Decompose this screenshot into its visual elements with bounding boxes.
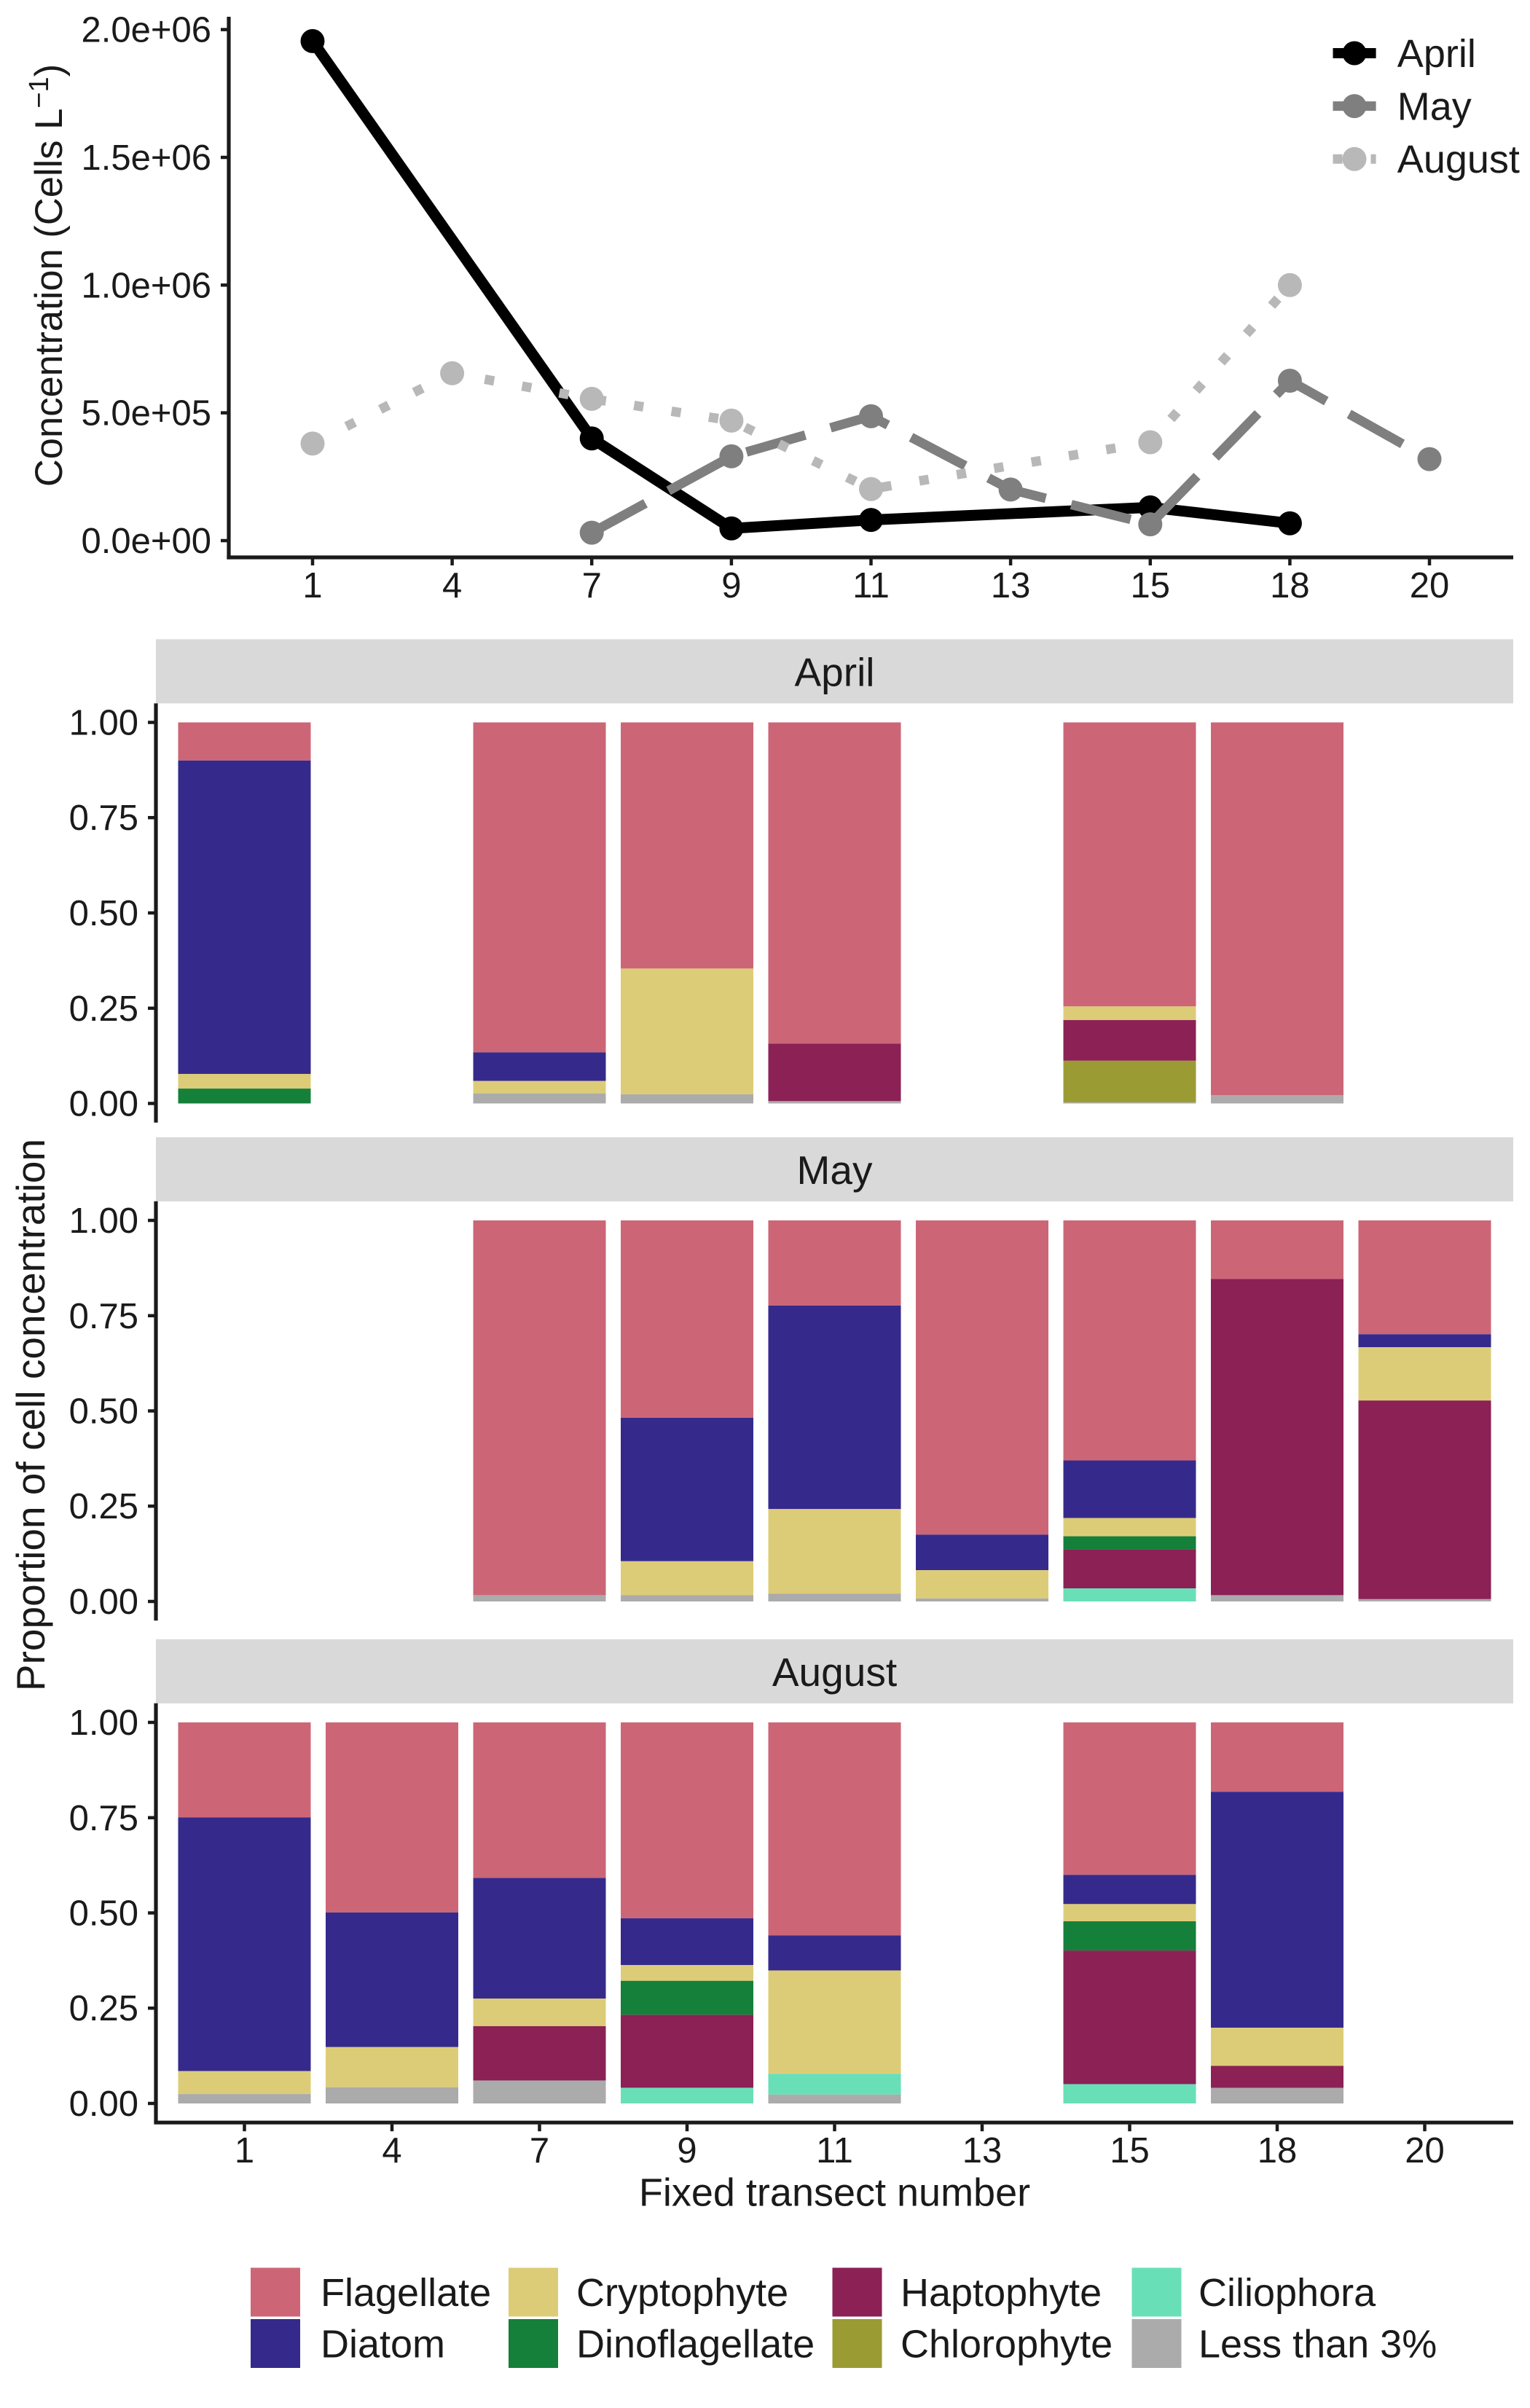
svg-text:2.0e+06: 2.0e+06 [82, 11, 212, 50]
svg-text:0.75: 0.75 [69, 799, 138, 838]
svg-text:1.00: 1.00 [69, 1201, 138, 1241]
svg-text:0.50: 0.50 [69, 1894, 138, 1934]
svg-text:August: August [1397, 138, 1520, 181]
svg-text:0.25: 0.25 [69, 989, 138, 1029]
svg-text:0.25: 0.25 [69, 1989, 138, 2028]
svg-text:April: April [794, 649, 874, 694]
svg-text:18: 18 [1258, 2131, 1298, 2170]
svg-text:1: 1 [302, 566, 322, 605]
svg-text:0.00: 0.00 [69, 1085, 138, 1124]
svg-text:0.75: 0.75 [69, 1799, 138, 1838]
svg-text:April: April [1397, 32, 1476, 76]
svg-text:Ciliophora: Ciliophora [1198, 2271, 1376, 2315]
svg-text:0.50: 0.50 [69, 1392, 138, 1432]
svg-text:0.25: 0.25 [69, 1487, 138, 1526]
svg-text:Concentration (Cells L−1): Concentration (Cells L−1) [24, 64, 71, 487]
svg-text:4: 4 [382, 2131, 401, 2170]
svg-text:Proportion of cell concentrati: Proportion of cell concentration [8, 1139, 53, 1691]
svg-text:11: 11 [816, 2131, 853, 2170]
svg-text:7: 7 [582, 566, 602, 605]
svg-text:Dinoflagellate: Dinoflagellate [576, 2323, 815, 2366]
svg-text:13: 13 [991, 566, 1031, 605]
svg-text:13: 13 [962, 2131, 1003, 2170]
svg-text:4: 4 [442, 566, 462, 605]
svg-text:20: 20 [1410, 566, 1450, 605]
svg-text:0.00: 0.00 [69, 1583, 138, 1622]
svg-text:0.50: 0.50 [69, 894, 138, 933]
svg-text:7: 7 [530, 2131, 549, 2170]
svg-text:1.00: 1.00 [69, 1703, 138, 1743]
svg-text:0.75: 0.75 [69, 1297, 138, 1336]
svg-text:15: 15 [1131, 566, 1171, 605]
svg-text:Chlorophyte: Chlorophyte [901, 2323, 1113, 2366]
svg-text:0.0e+00: 0.0e+00 [82, 522, 212, 561]
svg-text:Haptophyte: Haptophyte [901, 2271, 1102, 2315]
svg-text:15: 15 [1110, 2131, 1150, 2170]
svg-text:9: 9 [721, 566, 741, 605]
svg-text:Cryptophyte: Cryptophyte [576, 2271, 788, 2315]
svg-text:August: August [772, 1650, 897, 1695]
svg-text:1.0e+06: 1.0e+06 [82, 266, 212, 305]
svg-text:Less than 3%: Less than 3% [1198, 2323, 1437, 2366]
svg-text:0.00: 0.00 [69, 2085, 138, 2124]
svg-text:1.5e+06: 1.5e+06 [82, 138, 212, 178]
svg-text:Flagellate: Flagellate [321, 2271, 491, 2315]
svg-text:May: May [797, 1148, 873, 1193]
svg-text:1.00: 1.00 [69, 704, 138, 743]
svg-text:Diatom: Diatom [321, 2323, 445, 2366]
svg-text:Fixed transect number: Fixed transect number [639, 2171, 1030, 2215]
svg-text:9: 9 [677, 2131, 697, 2170]
svg-text:5.0e+05: 5.0e+05 [82, 394, 212, 434]
svg-text:1: 1 [235, 2131, 254, 2170]
svg-text:18: 18 [1270, 566, 1310, 605]
svg-text:May: May [1397, 85, 1472, 129]
svg-text:20: 20 [1405, 2131, 1445, 2170]
svg-text:11: 11 [852, 566, 890, 605]
